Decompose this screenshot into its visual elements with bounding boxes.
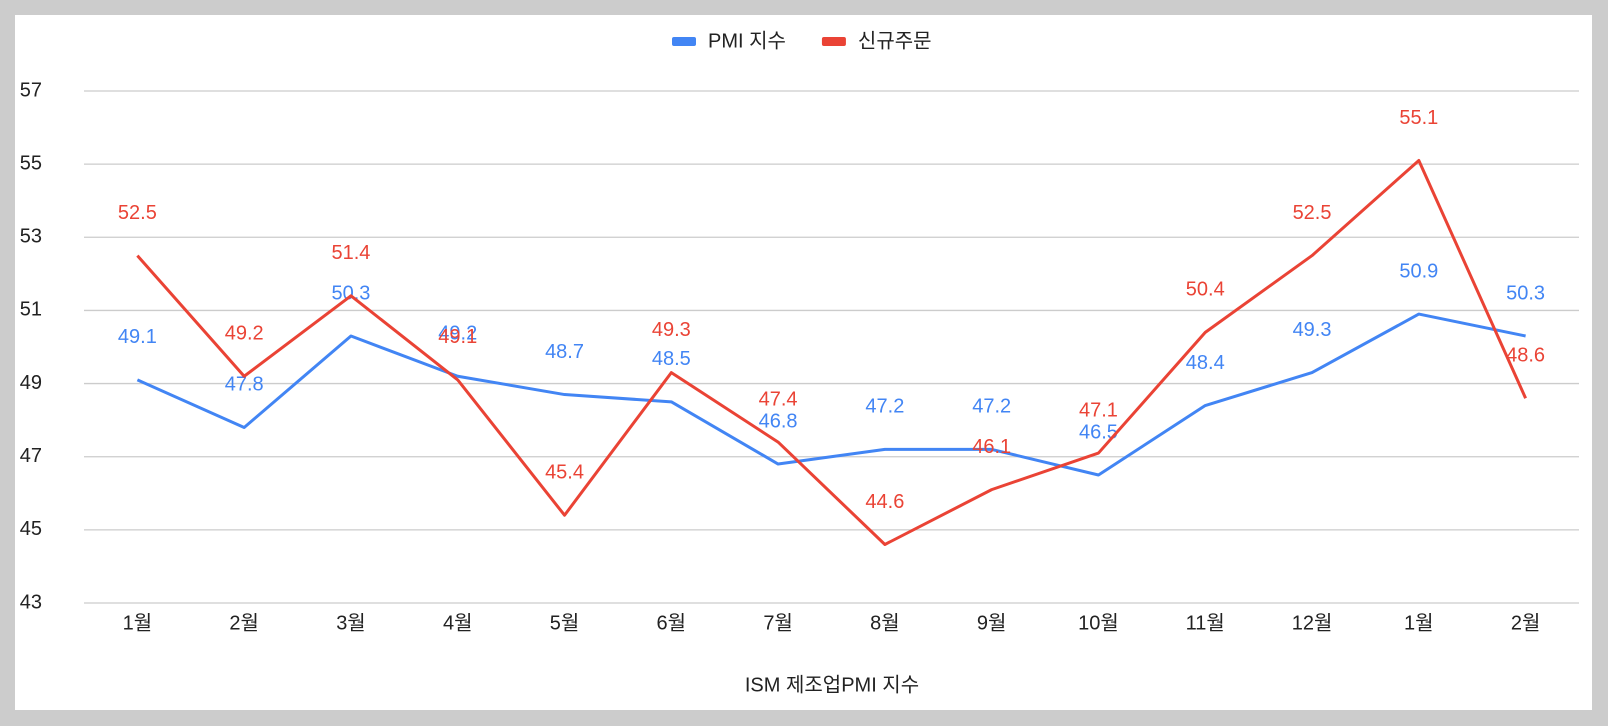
data-label: 50.4 <box>1186 279 1225 301</box>
data-label: 48.6 <box>1506 344 1545 366</box>
y-tick-label: 53 <box>20 226 42 248</box>
data-label: 47.8 <box>225 374 264 396</box>
y-tick-label: 51 <box>20 299 42 321</box>
data-label: 49.2 <box>225 323 264 345</box>
x-tick-label: 8월 <box>870 611 900 634</box>
y-tick-label: 43 <box>20 591 42 613</box>
x-tick-label: 2월 <box>1511 611 1541 634</box>
legend-label: 신규주문 <box>858 29 932 52</box>
chart-panel <box>15 15 1592 710</box>
data-label: 52.5 <box>118 202 157 224</box>
x-axis-title: ISM 제조업PMI 지수 <box>745 673 919 696</box>
data-label: 49.1 <box>118 326 157 348</box>
data-label: 51.4 <box>331 242 370 264</box>
data-label: 49.3 <box>652 319 691 341</box>
series-line <box>136 312 1526 477</box>
x-tick-label: 10월 <box>1078 611 1119 634</box>
x-tick-label: 1월 <box>123 611 153 634</box>
data-label: 46.5 <box>1079 421 1118 443</box>
data-label: 52.5 <box>1293 202 1332 224</box>
data-label: 49.3 <box>1293 319 1332 341</box>
data-label: 49.2 <box>438 323 477 345</box>
data-label: 48.7 <box>545 341 584 363</box>
data-label: 50.3 <box>331 282 370 304</box>
legend-swatch <box>821 37 846 46</box>
x-tick-label: 2월 <box>229 611 259 634</box>
x-tick-label: 4월 <box>443 611 473 634</box>
legend-label: PMI 지수 <box>708 29 786 52</box>
legend-swatch <box>672 37 696 46</box>
y-tick-label: 47 <box>20 445 42 467</box>
x-tick-label: 9월 <box>977 611 1007 634</box>
data-label: 46.1 <box>972 436 1011 458</box>
x-tick-label: 1월 <box>1404 611 1434 634</box>
x-tick-label: 5월 <box>550 611 580 634</box>
data-label: 47.2 <box>865 396 904 418</box>
y-tick-label: 45 <box>20 518 42 540</box>
y-tick-label: 49 <box>20 372 42 394</box>
x-tick-label: 3월 <box>336 611 366 634</box>
series-line <box>136 158 1527 546</box>
data-label: 45.4 <box>545 462 584 484</box>
data-label: 47.2 <box>972 396 1011 418</box>
x-tick-label: 7월 <box>763 611 793 634</box>
y-tick-label: 55 <box>20 152 42 174</box>
data-label: 47.1 <box>1079 399 1118 421</box>
data-label: 48.4 <box>1186 352 1225 374</box>
data-label: 55.1 <box>1399 107 1438 129</box>
x-tick-label: 12월 <box>1292 611 1333 634</box>
data-label: 50.9 <box>1399 260 1438 282</box>
x-tick-label: 6월 <box>657 611 687 634</box>
data-label: 46.8 <box>759 410 798 432</box>
data-label: 48.5 <box>652 348 691 370</box>
data-label: 44.6 <box>865 491 904 513</box>
data-label: 49.1 <box>438 326 477 348</box>
y-tick-label: 57 <box>20 79 42 101</box>
data-label: 50.3 <box>1506 282 1545 304</box>
data-label: 47.4 <box>759 388 798 410</box>
x-tick-label: 11월 <box>1186 611 1225 634</box>
